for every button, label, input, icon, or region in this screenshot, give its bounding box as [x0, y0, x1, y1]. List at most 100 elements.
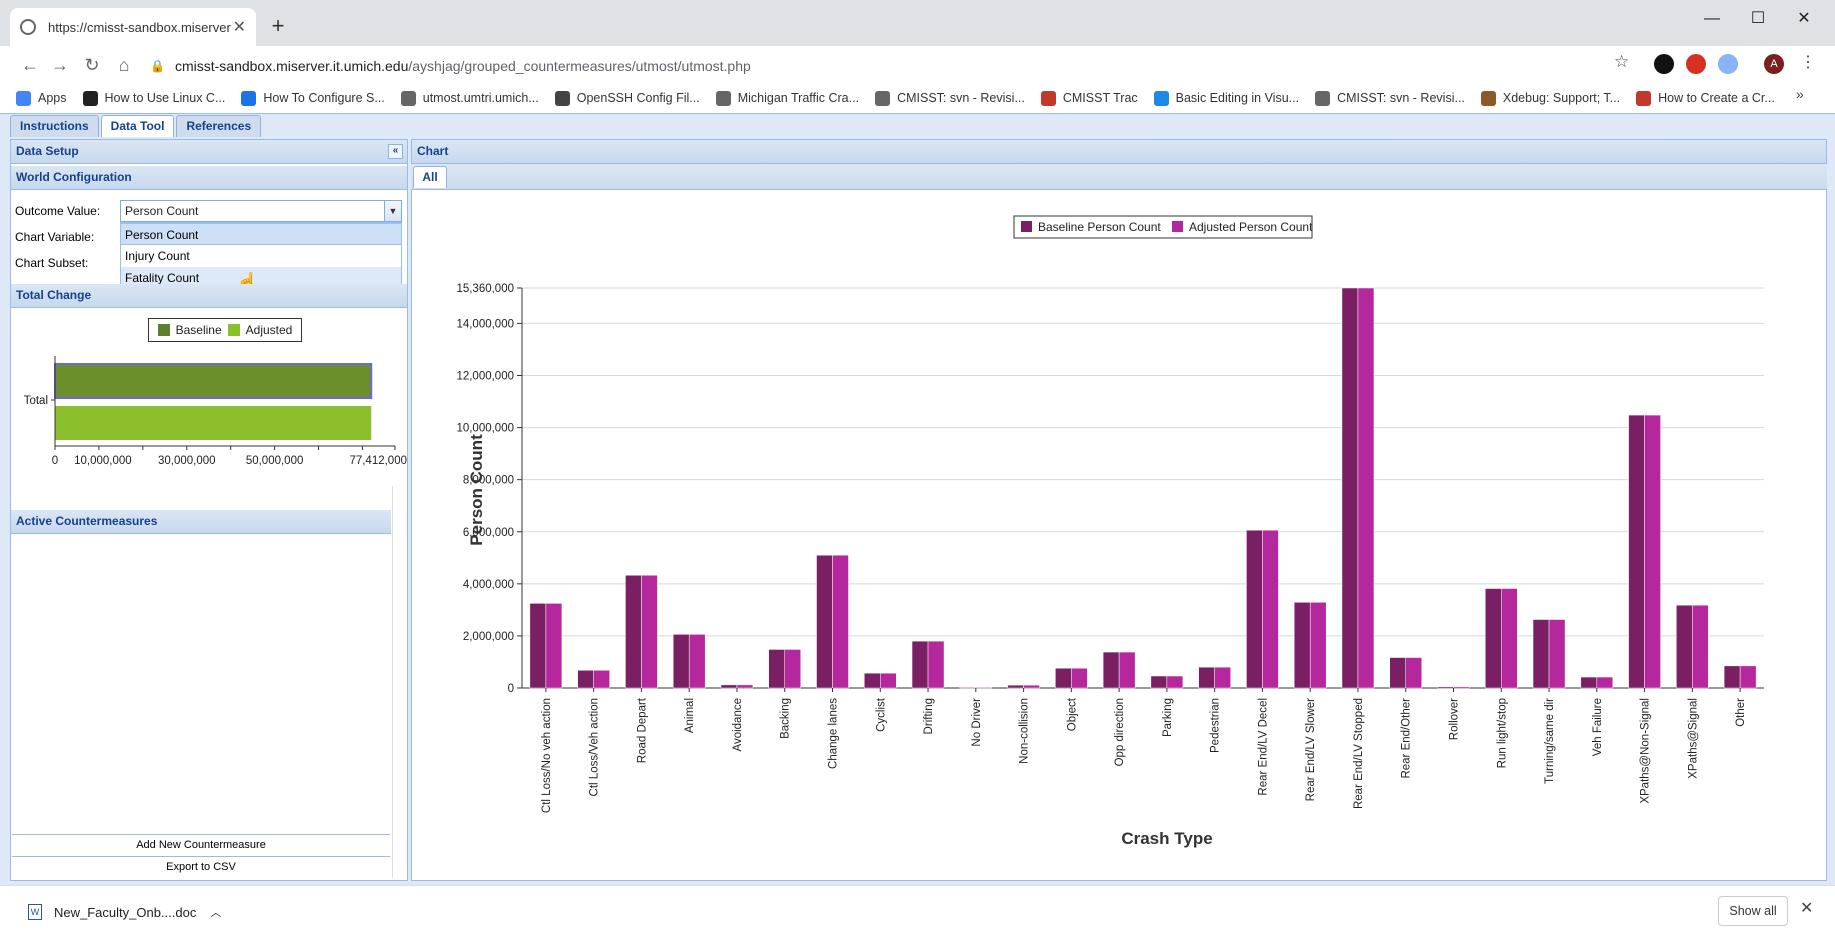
- app-tabs: Instructions Data Tool References: [10, 115, 262, 137]
- collapse-icon[interactable]: «: [388, 144, 403, 159]
- x-tick-label: Drifting: [923, 698, 935, 734]
- bookmark-label: How To Configure S...: [263, 91, 385, 105]
- outcome-combo[interactable]: Person Count ▼: [120, 200, 402, 222]
- browser-titlebar: [0, 0, 1835, 46]
- x-tick-label: XPaths@Non-Signal: [1640, 698, 1652, 804]
- extension-icon[interactable]: [1718, 54, 1738, 74]
- bar-adjusted: [1214, 666, 1231, 689]
- extension-icon[interactable]: [1686, 54, 1706, 74]
- x-tick-label: Pedestrian: [1210, 698, 1222, 753]
- bookmark-item[interactable]: Xdebug: Support; T...: [1480, 90, 1620, 106]
- bar-adjusted: [688, 634, 706, 689]
- y-tick-label: 15,360,000: [456, 283, 514, 295]
- dropdown-option-injury-count[interactable]: Injury Count: [125, 249, 190, 263]
- maximize-icon[interactable]: ☐: [1750, 10, 1766, 27]
- bar-adjusted: [1596, 676, 1614, 689]
- back-arrow-icon[interactable]: ←: [21, 55, 39, 75]
- bookmark-item[interactable]: OpenSSH Config Fil...: [554, 90, 700, 106]
- tab-all[interactable]: All: [413, 166, 447, 188]
- new-tab-button[interactable]: +: [271, 13, 285, 38]
- openssh-icon: [554, 90, 570, 106]
- chart-panel: Chart: [411, 139, 1827, 881]
- tab-references[interactable]: References: [176, 115, 262, 137]
- star-icon[interactable]: ☆: [1614, 52, 1630, 71]
- close-icon[interactable]: ✕: [1800, 900, 1814, 917]
- browser-tab[interactable]: https://cmisst-sandbox.miserver ✕: [10, 8, 256, 46]
- bookmark-label: How to Use Linux C...: [104, 91, 226, 105]
- x-tick-label: Parking: [1162, 698, 1174, 737]
- close-tab-icon[interactable]: ✕: [232, 19, 246, 36]
- legend-item-adjusted: Adjusted: [227, 323, 292, 337]
- bookmark-item[interactable]: CMISST Trac: [1040, 90, 1138, 106]
- bookmark-item[interactable]: How To Configure S...: [241, 90, 385, 106]
- active-countermeasures-header: Active Countermeasures: [11, 510, 391, 534]
- legend-box: [1013, 215, 1313, 239]
- dropdown-option-fatality-count[interactable]: Fatality Count: [121, 267, 401, 289]
- download-item[interactable]: W New_Faculty_Onb....doc ︿: [28, 900, 228, 924]
- bar-adjusted: [1405, 657, 1422, 689]
- bookmark-item[interactable]: Michigan Traffic Cra...: [715, 90, 859, 106]
- bookmark-item[interactable]: CMISST: svn - Revisi...: [875, 90, 1025, 106]
- chart-panel-title: Chart: [417, 144, 449, 158]
- show-all-button[interactable]: Show all: [1718, 896, 1788, 926]
- total-change-legend: Baseline Adjusted: [148, 318, 302, 342]
- category-label: Total: [24, 395, 48, 407]
- dropdown-option-person-count[interactable]: Person Count: [121, 223, 401, 245]
- window-close-icon[interactable]: ✕: [1797, 10, 1811, 27]
- minimize-icon[interactable]: —: [1704, 10, 1720, 27]
- bar-adjusted: [784, 649, 801, 689]
- chevron-right-icon[interactable]: »: [1796, 86, 1804, 102]
- reload-icon[interactable]: ↻: [84, 55, 100, 75]
- y-tick-label: 12,000,000: [456, 371, 514, 383]
- export-csv-button[interactable]: Export to CSV: [12, 856, 390, 876]
- x-tick-label: Rear End/LV Stopped: [1353, 698, 1365, 809]
- extension-icon[interactable]: [1654, 54, 1674, 74]
- bar-adjusted: [1501, 588, 1518, 689]
- bar-baseline: [54, 363, 373, 399]
- tab-instructions[interactable]: Instructions: [10, 115, 99, 137]
- htg-icon: [82, 90, 98, 106]
- menu-kebab-icon[interactable]: ⋮: [1800, 54, 1816, 71]
- bar-adjusted: [55, 406, 372, 440]
- bar-adjusted: [832, 554, 849, 689]
- xdebug-icon: [1480, 90, 1496, 106]
- digitalocean-icon: [241, 90, 257, 106]
- bookmark-item[interactable]: How to Create a Cr...: [1636, 90, 1775, 106]
- add-countermeasure-button[interactable]: Add New Countermeasure: [12, 834, 390, 854]
- apps-grid-icon: [16, 90, 31, 106]
- bookmark-label: OpenSSH Config Fil...: [576, 91, 700, 105]
- total-change-header: Total Change: [11, 284, 407, 308]
- tab-data-tool[interactable]: Data Tool: [100, 115, 175, 137]
- combo-value: Person Count: [125, 204, 199, 218]
- total-change-title: Total Change: [16, 288, 92, 302]
- avatar[interactable]: A: [1764, 54, 1784, 74]
- bar-adjusted: [927, 640, 945, 689]
- chart-variable-label: Chart Variable:: [15, 230, 95, 244]
- vscode-icon: [1153, 90, 1169, 106]
- download-bar: [0, 885, 1835, 934]
- address-bar[interactable]: 🔒 cmisst-sandbox.miserver.it.umich.edu/a…: [150, 52, 1640, 80]
- bookmark-label: CMISST: svn - Revisi...: [897, 91, 1025, 105]
- bookmark-item[interactable]: CMISST: svn - Revisi...: [1315, 90, 1465, 106]
- trac-paw-icon: [1040, 90, 1056, 106]
- bar-baseline: [911, 640, 929, 689]
- bookmark-item[interactable]: Basic Editing in Visu...: [1153, 90, 1299, 106]
- bar-adjusted: [1548, 619, 1566, 689]
- scrollbar[interactable]: [392, 486, 406, 878]
- globe-icon: [875, 90, 891, 106]
- chevron-down-icon[interactable]: ▼: [384, 201, 401, 221]
- bar-adjusted: [545, 603, 563, 689]
- bookmark-item[interactable]: utmost.umtri.umich...: [400, 90, 539, 106]
- bookmark-item[interactable]: How to Use Linux C...: [82, 90, 226, 106]
- chevron-up-icon[interactable]: ︿: [210, 907, 222, 919]
- legend-swatch-baseline: [1021, 221, 1032, 232]
- x-tick-label: Veh Failure: [1592, 698, 1604, 756]
- x-tick-label: Rear End/LV Decel: [1257, 698, 1269, 796]
- x-axis-title: Crash Type: [1121, 829, 1212, 848]
- globe-icon: [1315, 90, 1331, 106]
- bar-adjusted: [1071, 667, 1088, 689]
- forward-arrow-icon[interactable]: →: [51, 55, 69, 75]
- home-icon[interactable]: ⌂: [118, 55, 130, 75]
- bookmark-item[interactable]: Apps: [16, 90, 67, 106]
- legend-label-adjusted: Adjusted Person Count: [1189, 220, 1313, 234]
